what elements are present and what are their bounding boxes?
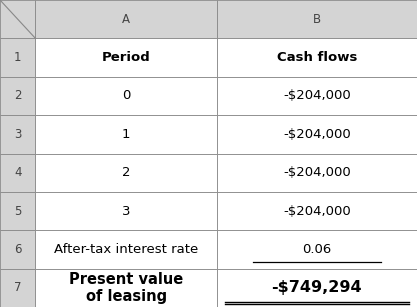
Bar bbox=[35, 192, 217, 230]
Text: 0.06: 0.06 bbox=[302, 243, 332, 256]
Bar bbox=[0, 0, 35, 38]
Text: 7: 7 bbox=[14, 281, 21, 294]
Text: -$204,000: -$204,000 bbox=[283, 89, 351, 103]
Bar bbox=[217, 269, 417, 307]
Bar bbox=[217, 38, 417, 77]
Bar bbox=[217, 154, 417, 192]
Bar bbox=[217, 0, 417, 38]
Bar bbox=[35, 230, 217, 269]
Bar bbox=[0, 154, 35, 192]
Bar bbox=[35, 154, 217, 192]
Text: Period: Period bbox=[102, 51, 151, 64]
Bar bbox=[217, 230, 417, 269]
Text: After-tax interest rate: After-tax interest rate bbox=[54, 243, 198, 256]
Text: 5: 5 bbox=[14, 204, 21, 218]
Text: Present value
of leasing: Present value of leasing bbox=[69, 272, 183, 304]
Bar bbox=[0, 192, 35, 230]
Text: 1: 1 bbox=[122, 128, 131, 141]
Text: B: B bbox=[313, 13, 321, 26]
Bar bbox=[0, 230, 35, 269]
Text: 3: 3 bbox=[122, 204, 131, 218]
Text: A: A bbox=[122, 13, 130, 26]
Text: 4: 4 bbox=[14, 166, 21, 179]
Bar bbox=[35, 115, 217, 154]
Text: Cash flows: Cash flows bbox=[277, 51, 357, 64]
Bar bbox=[217, 115, 417, 154]
Bar bbox=[0, 115, 35, 154]
Text: -$204,000: -$204,000 bbox=[283, 128, 351, 141]
Text: -$204,000: -$204,000 bbox=[283, 204, 351, 218]
Bar bbox=[0, 38, 35, 77]
Bar bbox=[35, 77, 217, 115]
Bar bbox=[0, 269, 35, 307]
Text: 0: 0 bbox=[122, 89, 131, 103]
Bar bbox=[35, 38, 217, 77]
Bar bbox=[35, 269, 217, 307]
Bar bbox=[217, 77, 417, 115]
Bar bbox=[217, 192, 417, 230]
Text: -$204,000: -$204,000 bbox=[283, 166, 351, 179]
Bar bbox=[0, 77, 35, 115]
Text: 2: 2 bbox=[14, 89, 21, 103]
Text: -$749,294: -$749,294 bbox=[271, 280, 362, 295]
Text: 6: 6 bbox=[14, 243, 21, 256]
Bar bbox=[35, 0, 217, 38]
Text: 1: 1 bbox=[14, 51, 21, 64]
Text: 2: 2 bbox=[122, 166, 131, 179]
Text: 3: 3 bbox=[14, 128, 21, 141]
